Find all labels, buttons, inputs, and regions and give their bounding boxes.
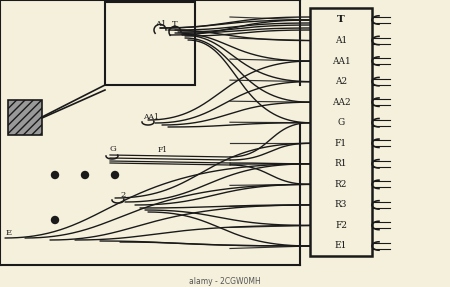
Text: F1: F1 [335,139,347,148]
Text: 2: 2 [120,191,125,199]
Text: alamy - 2CGW0MH: alamy - 2CGW0MH [189,276,261,286]
Bar [8,100,42,135]
Text: E: E [6,229,12,237]
Text: R3: R3 [335,200,347,210]
Text: E1: E1 [335,241,347,251]
Text: AA2: AA2 [332,98,350,107]
Text: G: G [110,145,117,153]
Circle shape [81,172,89,179]
Text: F1: F1 [158,146,168,154]
Text: F2: F2 [335,221,347,230]
Text: T: T [337,15,345,24]
Text: R1: R1 [335,159,347,168]
Text: AA1: AA1 [143,113,159,121]
Bar [310,8,372,256]
Circle shape [112,172,118,179]
Text: G: G [338,118,345,127]
Text: T: T [172,20,178,28]
Text: A1: A1 [155,20,166,28]
Text: AA1: AA1 [332,57,351,66]
Text: A1: A1 [335,36,347,45]
Text: R2: R2 [335,180,347,189]
Text: A2: A2 [335,77,347,86]
Circle shape [51,216,59,224]
Circle shape [51,172,59,179]
Bar [105,2,195,85]
